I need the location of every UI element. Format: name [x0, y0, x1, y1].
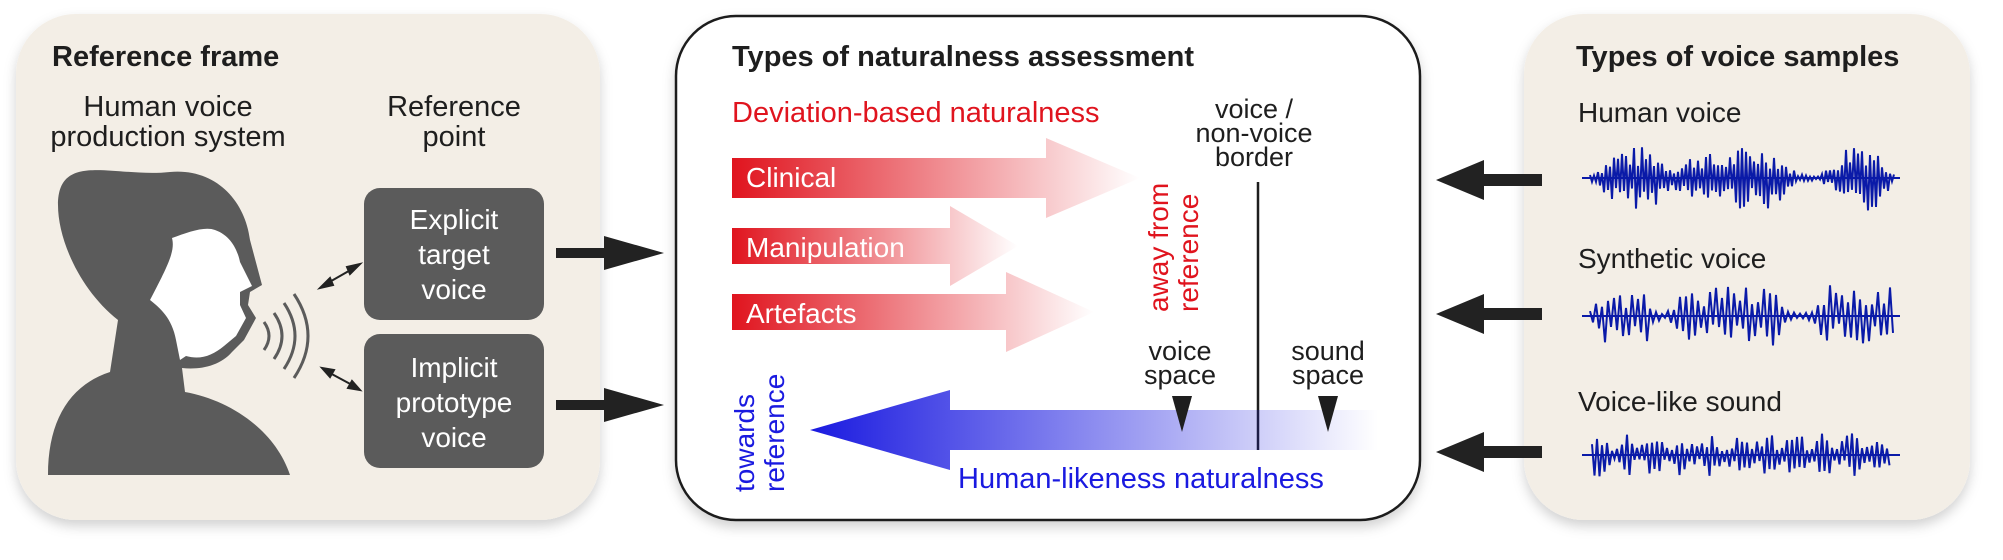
arrow-clinical: Clinical [732, 138, 1140, 218]
arrow-artefacts: Artefacts [732, 272, 1094, 352]
reference-point-line2: point [423, 121, 486, 153]
synthetic-voice-waveform [1589, 285, 1894, 346]
border-label-line1: voice / [1215, 94, 1294, 124]
deviation-title: Deviation-based naturalness [732, 97, 1100, 129]
svg-text:voice: voice [421, 422, 486, 453]
voice-like-sound-waveform [1591, 433, 1891, 477]
sample-voice-like-sound-label: Voice-like sound [1578, 386, 1782, 417]
arrow-voice-like-sound-to-assessment [1436, 432, 1542, 472]
away-label-line2: reference [1173, 194, 1204, 312]
svg-text:prototype: prototype [396, 387, 513, 418]
voice-space-marker [1172, 396, 1192, 432]
border-label-line2: non-voice [1195, 118, 1312, 148]
arrow-synthetic-voice-to-assessment [1436, 294, 1542, 334]
system-label-line1: Human voice [83, 91, 252, 123]
svg-text:Manipulation: Manipulation [746, 232, 905, 263]
arrow-human-likeness [810, 390, 1378, 470]
svg-text:voice: voice [421, 274, 486, 305]
sound-space-marker [1318, 396, 1338, 432]
reference-point-line1: Reference [387, 91, 521, 123]
voice-space-line2: space [1144, 360, 1216, 390]
reference-frame-title: Reference frame [52, 41, 279, 73]
sound-space-line2: space [1292, 360, 1364, 390]
human-voice-waveform [1589, 147, 1895, 211]
reference-frame-panel: Reference frame Human voice production s… [16, 14, 600, 520]
arrow-human-voice-to-assessment [1436, 160, 1542, 200]
explicit-target-voice-box: Explicit target voice [364, 188, 544, 320]
sound-wave-icon [262, 293, 310, 379]
voice-space-line1: voice [1148, 336, 1211, 366]
svg-text:Clinical: Clinical [746, 162, 836, 193]
border-label-line3: border [1215, 142, 1293, 172]
towards-label-line2: reference [759, 374, 790, 492]
svg-text:Artefacts: Artefacts [746, 298, 856, 329]
arrow-explicit-to-assessment [556, 236, 664, 270]
sound-space-line1: sound [1291, 336, 1365, 366]
arrow-manipulation: Manipulation [732, 206, 1018, 286]
svg-text:target: target [418, 239, 490, 270]
samples-title: Types of voice samples [1576, 41, 1899, 73]
sample-synthetic-voice-label: Synthetic voice [1578, 243, 1766, 274]
svg-text:Implicit: Implicit [410, 352, 497, 383]
svg-text:Explicit: Explicit [410, 204, 499, 235]
sample-human-voice-label: Human voice [1578, 97, 1741, 128]
implicit-prototype-voice-box: Implicit prototype voice [364, 334, 544, 468]
link-arrow-implicit [319, 366, 363, 392]
human-likeness-title: Human-likeness naturalness [958, 463, 1324, 495]
system-label-line2: production system [50, 121, 285, 153]
away-label-line1: away from [1143, 183, 1174, 312]
voice-samples-panel: Types of voice samples Human voice Synth… [1524, 14, 1970, 520]
link-arrow-explicit [316, 262, 364, 290]
human-head-icon [48, 170, 290, 476]
arrow-implicit-to-assessment [556, 388, 664, 422]
assessment-panel: Types of naturalness assessment Deviatio… [674, 14, 1422, 522]
assessment-title: Types of naturalness assessment [732, 41, 1194, 73]
towards-label-line1: towards [729, 394, 760, 492]
